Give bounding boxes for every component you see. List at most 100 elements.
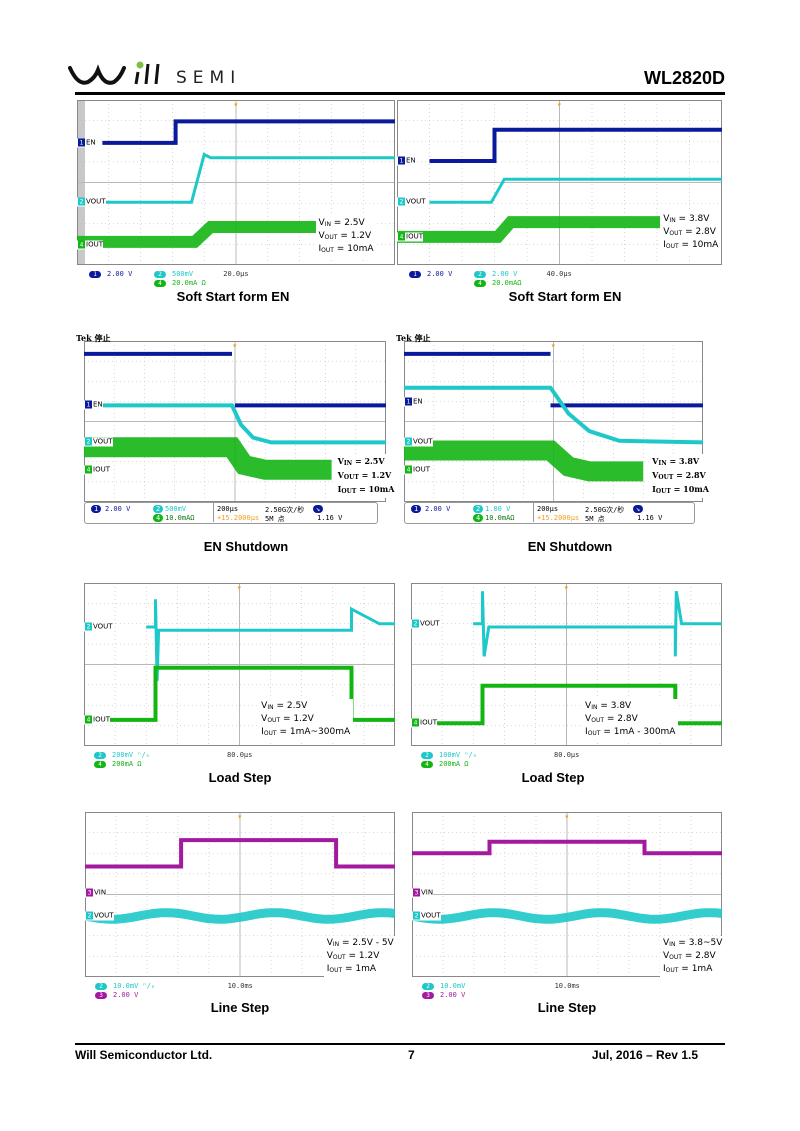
condition-symbol: V bbox=[337, 469, 344, 480]
channel-label: 2 VOUT bbox=[77, 197, 106, 207]
channel-label: 2 VOUT bbox=[397, 197, 426, 207]
condition-subscript: IN bbox=[658, 459, 667, 467]
channel-name: IOUT bbox=[86, 240, 103, 249]
channel-number-badge: 2 bbox=[405, 437, 412, 446]
channel-scale: 2.00 V bbox=[427, 270, 453, 278]
channel-badge: 1 bbox=[89, 270, 101, 278]
condition-symbol: V bbox=[663, 950, 670, 961]
trigger-source-icon: ↘ bbox=[633, 505, 644, 513]
condition-line: IOUT = 1mA bbox=[663, 963, 722, 976]
channel-name: VOUT bbox=[93, 622, 113, 631]
ch1-waveform bbox=[429, 127, 722, 163]
status-ch2: 500mV bbox=[165, 505, 187, 513]
condition-symbol: V bbox=[318, 217, 325, 228]
condition-value: = 3.8V bbox=[675, 214, 710, 225]
condition-value: = 2.8V bbox=[673, 469, 706, 480]
channel-scale: 2.00 V bbox=[107, 270, 133, 278]
ch4-waveform bbox=[397, 216, 661, 243]
condition-value: = 10mA bbox=[670, 483, 709, 494]
ch2-waveform bbox=[404, 385, 703, 445]
test-conditions: VIN = 2.5V VOUT = 1.2V IOUT = 10mA bbox=[334, 453, 398, 498]
channel-name: VOUT bbox=[421, 911, 441, 920]
channel-label: 4 IOUT bbox=[84, 465, 110, 475]
channel-badge: 2 bbox=[95, 982, 107, 990]
condition-symbol: I bbox=[326, 963, 330, 974]
channel-name: IOUT bbox=[93, 715, 110, 724]
condition-subscript: OUT bbox=[332, 953, 346, 961]
channel-number-badge: 1 bbox=[85, 400, 92, 409]
channel-number-badge: 2 bbox=[86, 911, 93, 920]
condition-value: = 2.5V bbox=[330, 217, 365, 228]
channel-name: VOUT bbox=[413, 437, 433, 446]
channel-number-badge: 2 bbox=[412, 619, 419, 628]
condition-line: VOUT = 2.8V bbox=[663, 950, 722, 963]
figure-caption: Soft Start form EN bbox=[176, 289, 290, 304]
condition-subscript: IN bbox=[669, 217, 676, 225]
status-rate: 2.50G次/秒 bbox=[585, 506, 625, 514]
condition-subscript: OUT bbox=[267, 716, 281, 724]
channel-label: 1 EN bbox=[84, 400, 103, 410]
condition-line: VIN = 3.8V bbox=[652, 455, 709, 469]
scope-graticule: ▾ bbox=[412, 812, 722, 977]
condition-symbol: I bbox=[585, 726, 588, 737]
ch4-waveform bbox=[411, 683, 722, 726]
status-time: 200µs bbox=[217, 505, 239, 513]
channel-badge: 2 bbox=[94, 751, 106, 759]
scope-graticule: ▾ bbox=[397, 100, 722, 265]
condition-symbol: V bbox=[261, 713, 268, 724]
scope-run-status: Tek 停止 bbox=[396, 333, 431, 343]
scope-graticule: ▾ bbox=[84, 583, 395, 746]
condition-line: VOUT = 2.8V bbox=[652, 469, 709, 483]
channel-scale: 2.00 V bbox=[492, 270, 518, 278]
channel-number-badge: 4 bbox=[405, 465, 412, 474]
channel-scale: 10.0mV ⁿ/ₙ bbox=[113, 982, 156, 990]
channel-name: VOUT bbox=[420, 619, 440, 628]
trigger-position-icon: ▾ bbox=[238, 585, 242, 592]
channel-label: 2 VOUT bbox=[85, 911, 114, 921]
test-conditions: VIN = 3.8~5V VOUT = 2.8V IOUT = 1mA bbox=[660, 935, 726, 977]
ch3-waveform bbox=[85, 838, 395, 869]
channel-scale: 10.0mV bbox=[440, 982, 466, 990]
ch2-waveform bbox=[84, 403, 386, 445]
ch4-waveform bbox=[404, 440, 644, 482]
status-ch1: 2.00 V bbox=[105, 505, 131, 513]
timebase-label: 10.0ms bbox=[554, 982, 580, 990]
status-ch4: 10.0mAΩ bbox=[485, 514, 515, 522]
channel-name: IOUT bbox=[420, 718, 437, 727]
company-logo bbox=[68, 60, 178, 90]
channel-number-badge: 2 bbox=[398, 197, 405, 206]
scope-plot: ▾ 1 EN 2 VOUT 4 IOUT VIN = 2.5V VOUT = 1.2V IOUT … bbox=[84, 341, 398, 502]
status-ch4-num: 4 bbox=[153, 514, 164, 522]
condition-line: VOUT = 1.2V bbox=[327, 950, 394, 963]
condition-subscript: OUT bbox=[329, 966, 343, 974]
figure-caption: Line Step bbox=[537, 1000, 597, 1015]
condition-value: = 3.8V bbox=[666, 455, 700, 466]
status-ch2-num: 2 bbox=[473, 505, 484, 513]
channel-name: VOUT bbox=[406, 197, 426, 206]
channel-scale-legend: 3 2.00 V bbox=[422, 990, 465, 1000]
channel-name: VIN bbox=[421, 888, 434, 897]
condition-line: IOUT = 1mA bbox=[327, 963, 394, 976]
channel-badge: 4 bbox=[474, 279, 486, 287]
channel-scale-legend: 1 2.00 V bbox=[89, 269, 132, 279]
test-conditions: VIN = 2.5V VOUT = 1.2V IOUT = 10mA bbox=[315, 215, 377, 257]
ch3-waveform bbox=[412, 839, 722, 856]
part-number: WL2820D bbox=[643, 68, 725, 88]
timebase-label: 20.0µs bbox=[223, 270, 249, 278]
channel-badge: 3 bbox=[95, 991, 107, 999]
timebase-label: 80.0µs bbox=[554, 751, 580, 759]
status-delay: +15.2000µs bbox=[217, 514, 260, 522]
condition-line: VIN = 2.5V bbox=[261, 700, 350, 713]
channel-scale-legend: 1 2.00 V bbox=[409, 269, 452, 279]
condition-value: = 2.8V bbox=[604, 713, 638, 724]
scope-graticule: ▾ bbox=[404, 341, 703, 502]
condition-symbol: V bbox=[585, 700, 592, 711]
status-ch2: 1.00 V bbox=[485, 505, 511, 513]
logo-swoosh-icon bbox=[68, 61, 160, 85]
channel-number-badge: 1 bbox=[405, 397, 412, 406]
condition-line: VIN = 3.8V bbox=[585, 700, 675, 713]
condition-line: IOUT = 10mA bbox=[652, 483, 709, 497]
condition-line: IOUT = 10mA bbox=[319, 243, 374, 256]
channel-label: 4 IOUT bbox=[84, 715, 110, 725]
channel-label: 2 VOUT bbox=[411, 619, 440, 629]
